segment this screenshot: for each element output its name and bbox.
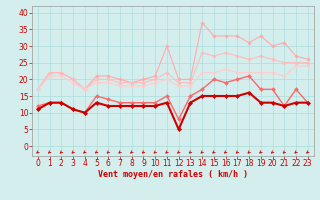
X-axis label: Vent moyen/en rafales ( km/h ): Vent moyen/en rafales ( km/h ) bbox=[98, 170, 248, 179]
